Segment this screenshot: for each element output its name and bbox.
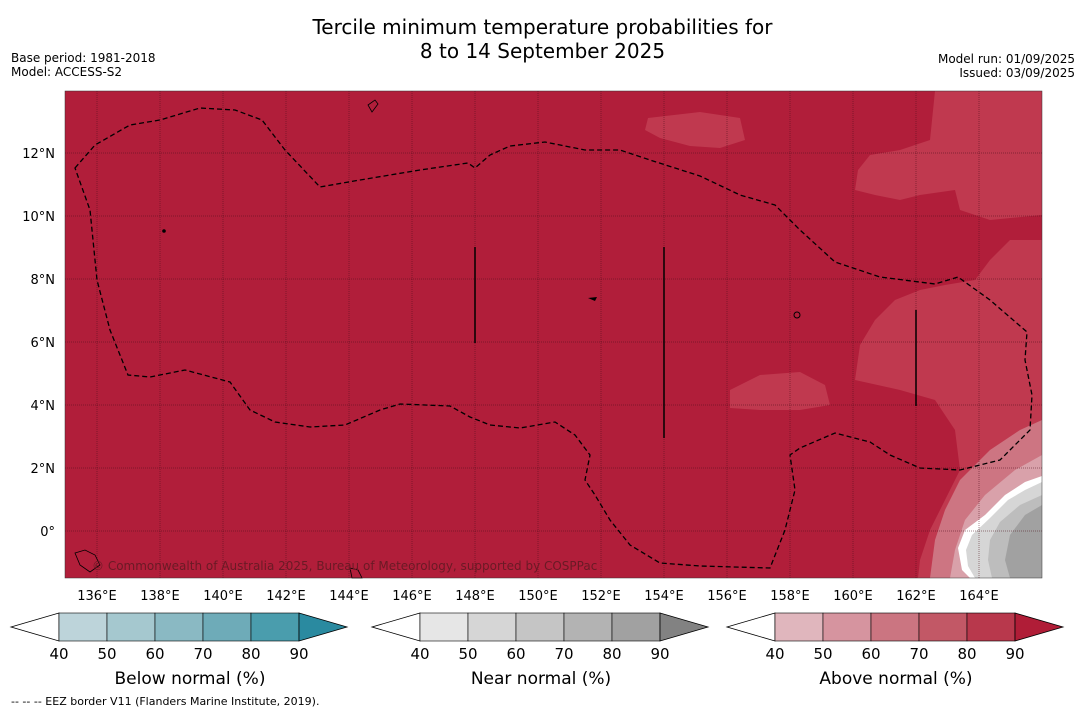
longitude-label: 162°E	[896, 589, 936, 604]
colorbar-low-extension	[9, 612, 60, 642]
colorbar-tick-label: 40	[765, 645, 784, 663]
longitude-label: 164°E	[959, 589, 999, 604]
colorbar-swatch-near	[515, 612, 565, 642]
map-title: Tercile minimum temperature probabilitie…	[0, 15, 1085, 63]
colorbar-tick-label: 90	[650, 645, 669, 663]
run-info: Model run: 01/09/2025 Issued: 03/09/2025	[938, 52, 1075, 80]
longitude-label: 136°E	[77, 589, 117, 604]
longitude-label: 140°E	[203, 589, 243, 604]
colorbar-high-extension	[659, 612, 710, 642]
region-near-normal-70	[1005, 505, 1042, 578]
colorbar-swatch-below	[154, 612, 204, 642]
latitude-label: 0°	[40, 525, 55, 540]
region-70-mid	[730, 372, 830, 410]
colorbar-swatch-below	[106, 612, 156, 642]
colorbar-tick-label: 40	[410, 645, 429, 663]
colorbar-swatch-above	[870, 612, 920, 642]
longitude-label: 154°E	[644, 589, 684, 604]
colorbar-swatch-above	[918, 612, 968, 642]
eez-footnote: -- -- -- EEZ border V11 (Flanders Marine…	[11, 695, 320, 708]
island-marker	[588, 297, 597, 301]
map-panel	[64, 90, 1043, 579]
colorbar-swatch-above	[774, 612, 824, 642]
colorbar-high-extension	[1014, 612, 1065, 642]
latitude-label: 4°N	[31, 399, 56, 414]
copyright-text: © Commonwealth of Australia 2025, Bureau…	[92, 559, 598, 573]
eez-border-main	[74, 107, 1033, 569]
base-period: Base period: 1981-2018	[11, 51, 156, 65]
longitude-label: 156°E	[707, 589, 747, 604]
colorbar-tick-label: 60	[145, 645, 164, 663]
island-marker	[367, 99, 379, 113]
longitude-label: 142°E	[266, 589, 306, 604]
colorbar-title-near: Near normal (%)	[470, 669, 612, 689]
longitude-label: 152°E	[581, 589, 621, 604]
colorbar-tick-label: 50	[97, 645, 116, 663]
colorbar-tick-label: 70	[193, 645, 212, 663]
latitude-label: 6°N	[31, 336, 56, 351]
longitude-label: 160°E	[833, 589, 873, 604]
island-marker	[793, 311, 801, 319]
longitude-label: 158°E	[770, 589, 810, 604]
region-70-top-right	[855, 91, 1042, 220]
island-marker	[74, 549, 101, 573]
gridlines	[65, 91, 1042, 578]
colorbar-tick-label: 70	[554, 645, 573, 663]
colorbar-tick-label: 50	[813, 645, 832, 663]
colorbar-tick-label: 50	[458, 645, 477, 663]
latitude-label: 2°N	[31, 462, 56, 477]
colorbar-swatch-near	[563, 612, 613, 642]
longitude-label: 138°E	[140, 589, 180, 604]
colorbar-title-above: Above normal (%)	[819, 669, 973, 689]
colorbar-swatch-near	[611, 612, 661, 642]
island-marker	[162, 229, 166, 233]
colorbar-swatch-below	[202, 612, 252, 642]
latitude-label: 8°N	[31, 273, 56, 288]
base-info: Base period: 1981-2018 Model: ACCESS-S2	[11, 51, 156, 79]
colorbar-tick-label: 40	[49, 645, 68, 663]
model-run: Model run: 01/09/2025	[937, 52, 1075, 66]
colorbar-tick-label: 80	[241, 645, 260, 663]
model-name: Model: ACCESS-S2	[11, 65, 123, 79]
colorbar-low-extension	[370, 612, 421, 642]
issued-date: Issued: 03/09/2025	[959, 66, 1075, 80]
longitude-labels: 136°E 138°E 140°E 142°E 144°E 146°E 148°E 150°E…	[77, 589, 999, 604]
colorbar-swatch-near	[419, 612, 469, 642]
colorbar-tick-label: 90	[1005, 645, 1024, 663]
colorbar-tick-label: 80	[602, 645, 621, 663]
colorbar-swatch-below	[58, 612, 108, 642]
colorbar-swatch-below	[250, 612, 300, 642]
colorbar-tick-label: 80	[957, 645, 976, 663]
colorbar-swatch-above	[966, 612, 1016, 642]
colorbar-swatch-near	[467, 612, 517, 642]
longitude-label: 146°E	[392, 589, 432, 604]
colorbar-title-below: Below normal (%)	[114, 669, 266, 689]
longitude-label: 150°E	[518, 589, 558, 604]
colorbar-swatch-above	[822, 612, 872, 642]
map-border	[64, 90, 1043, 579]
colorbar-high-extension	[298, 612, 349, 642]
latitude-label: 12°N	[22, 147, 55, 162]
longitude-label: 144°E	[329, 589, 369, 604]
title-line-2: 8 to 14 September 2025	[419, 39, 666, 63]
region-70-top-mid	[645, 112, 745, 148]
latitude-labels: 12°N 10°N 8°N 6°N 4°N 2°N 0°	[22, 147, 55, 540]
latitude-label: 10°N	[22, 210, 55, 225]
colorbar-tick-label: 70	[909, 645, 928, 663]
colorbars: 40 50 60 70 80 90 40 50 60 70 80 90 40 50 60 70 80 90	[9, 612, 1065, 663]
colorbar-tick-label: 60	[506, 645, 525, 663]
colorbar-tick-label: 90	[289, 645, 308, 663]
colorbar-low-extension	[725, 612, 776, 642]
longitude-label: 148°E	[455, 589, 495, 604]
title-line-1: Tercile minimum temperature probabilitie…	[312, 15, 773, 39]
colorbar-tick-label: 60	[861, 645, 880, 663]
